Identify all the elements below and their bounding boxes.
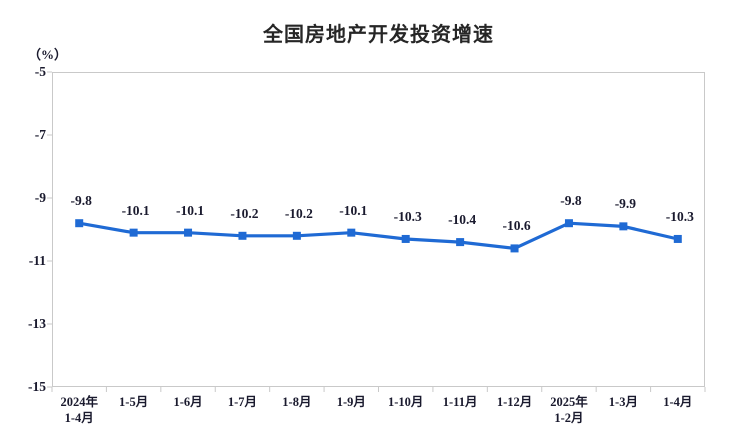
data-point-marker — [184, 228, 193, 237]
data-point-marker — [673, 234, 682, 243]
data-point-marker — [564, 219, 573, 228]
data-point-marker — [292, 231, 301, 240]
data-point-label: -10.2 — [230, 205, 259, 221]
chart-title: 全国房地产开发投资增速 — [263, 24, 494, 46]
data-point-marker — [75, 219, 84, 228]
x-axis-tick-label: 1-11月 — [442, 395, 478, 409]
data-point-label: -10.6 — [502, 218, 531, 234]
data-point-marker — [619, 222, 628, 231]
data-point-label: -10.3 — [393, 208, 422, 224]
investment-growth-line — [77, 221, 680, 250]
y-axis-tick-label: -9 — [34, 190, 46, 205]
x-axis-tick-label: 1-10月 — [387, 395, 424, 409]
x-axis-tick-label: 2024年 1-4月 — [60, 395, 98, 426]
y-axis-tick-label: -5 — [34, 64, 46, 79]
y-axis-tick-label: -11 — [28, 253, 46, 268]
x-axis-tick-label: 1-4月 — [663, 395, 693, 409]
data-point-marker — [238, 231, 247, 240]
data-point-label: -10.1 — [121, 202, 150, 218]
y-axis-tick-label: -15 — [28, 379, 46, 394]
y-axis-tick-label: -7 — [34, 127, 46, 142]
x-axis-tick-label: 1-3月 — [608, 395, 638, 409]
y-axis-tick-label: -13 — [28, 316, 46, 331]
data-point-marker — [401, 234, 410, 243]
data-point-label: -10.2 — [284, 205, 313, 221]
data-point-label: -10.4 — [448, 212, 477, 228]
data-point-marker — [347, 228, 356, 237]
data-point-marker — [510, 244, 519, 253]
plot-area — [52, 72, 705, 387]
data-point-marker — [129, 228, 138, 237]
data-point-label: -9.8 — [560, 193, 582, 209]
x-axis-tick-label: 1-6月 — [173, 395, 203, 409]
x-axis-tick-label: 1-9月 — [336, 395, 366, 409]
x-axis-tick-label: 1-8月 — [282, 395, 312, 409]
data-point-label: -10.1 — [175, 202, 205, 218]
data-point-marker — [456, 238, 465, 247]
data-point-label: -9.8 — [70, 193, 92, 209]
x-axis-tick-label: 1-5月 — [119, 395, 149, 409]
x-axis-tick-label: 1-12月 — [496, 395, 533, 409]
x-axis-tick-label: 1-7月 — [227, 395, 258, 409]
data-point-label: -10.1 — [339, 202, 368, 218]
data-point-label: -9.9 — [614, 196, 637, 212]
y-axis-unit-label: （%） — [28, 47, 68, 62]
data-point-label: -10.3 — [665, 208, 694, 224]
x-axis-tick-label: 2025年 1-2月 — [550, 395, 588, 426]
